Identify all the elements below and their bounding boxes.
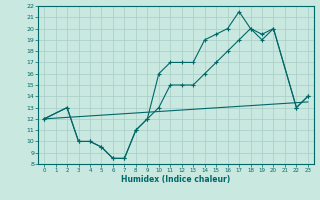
X-axis label: Humidex (Indice chaleur): Humidex (Indice chaleur): [121, 175, 231, 184]
